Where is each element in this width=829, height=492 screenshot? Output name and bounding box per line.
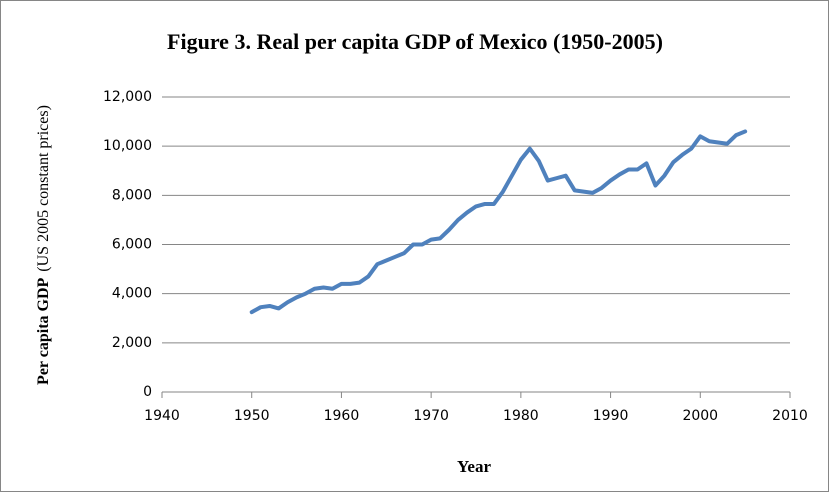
- x-tick-label: 2010: [772, 408, 808, 424]
- x-tick-label: 1940: [144, 408, 180, 424]
- data-line: [249, 129, 748, 315]
- x-tick-label: 1980: [503, 408, 539, 424]
- y-axis-note: (US 2005 constant prices): [35, 105, 52, 272]
- x-tick-label: 1960: [324, 408, 360, 424]
- y-axis-label: Per capita GDP (US 2005 constant prices): [35, 105, 52, 385]
- x-axis-label: Year: [457, 457, 491, 476]
- y-tick-label: 4,000: [112, 286, 152, 302]
- y-tick-label: 0: [143, 384, 152, 400]
- x-tick-label: 2000: [682, 408, 718, 424]
- y-tick-label: 12,000: [103, 89, 152, 105]
- y-tick-label: 8,000: [112, 187, 152, 203]
- x-tick-label: 1970: [413, 408, 449, 424]
- y-tick-label: 6,000: [112, 237, 152, 253]
- y-tick-label: 10,000: [103, 138, 152, 154]
- x-tick-label: 1950: [234, 408, 270, 424]
- y-axis-title: Per capita GDP: [35, 277, 52, 384]
- y-tick-label: 2,000: [112, 335, 152, 351]
- x-tick-label: 1990: [593, 408, 629, 424]
- chart-title: Figure 3. Real per capita GDP of Mexico …: [167, 29, 663, 54]
